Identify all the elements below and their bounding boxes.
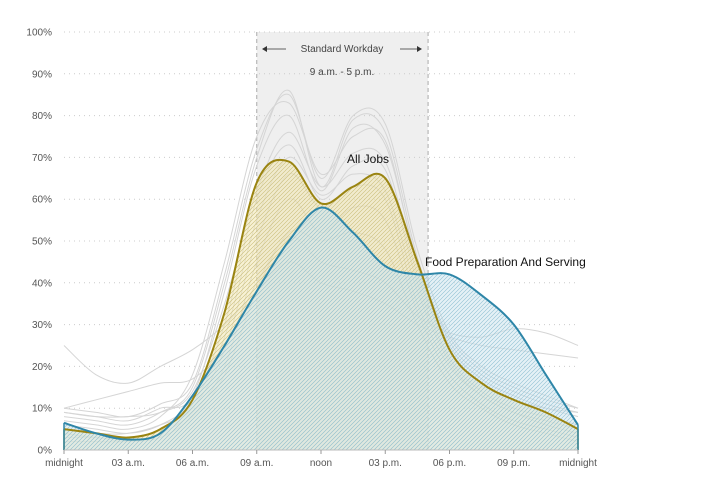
band-title: Standard Workday: [301, 44, 384, 55]
series-label-food-preparation: Food Preparation And Serving: [425, 255, 586, 269]
grid-lines: [64, 31, 578, 409]
x-tick-label: 03 p.m.: [369, 458, 402, 469]
y-tick-label: 30%: [32, 320, 52, 331]
y-tick-label: 50%: [32, 237, 52, 248]
y-tick-label: 100%: [26, 28, 52, 39]
series-label-all-jobs: All Jobs: [347, 152, 389, 166]
all-jobs-line: [63, 158, 579, 439]
food-preparation-line: [63, 206, 579, 441]
series-lines: [63, 158, 579, 450]
band-subtitle: 9 a.m. - 5 p.m.: [310, 67, 374, 78]
y-tick-label: 90%: [32, 69, 52, 80]
y-tick-label: 60%: [32, 195, 52, 206]
x-tick-label: 03 a.m.: [112, 458, 145, 469]
arrow-right-icon: [417, 46, 422, 52]
y-tick-label: 80%: [32, 111, 52, 122]
food-preparation-area-hatch: [64, 207, 578, 450]
y-tick-label: 40%: [32, 278, 52, 289]
x-tick-label: 09 a.m.: [240, 458, 273, 469]
y-tick-label: 0%: [38, 446, 53, 457]
x-tick-label: noon: [310, 458, 332, 469]
x-tick-label: midnight: [559, 458, 597, 469]
y-tick-label: 70%: [32, 153, 52, 164]
y-axis: 0% 10% 20% 30% 40% 50% 60% 70% 80% 90% 100%: [26, 28, 52, 457]
y-tick-label: 10%: [32, 404, 52, 415]
x-tick-label: 06 p.m.: [433, 458, 466, 469]
x-tick-label: midnight: [45, 458, 83, 469]
x-tick-label: 09 p.m.: [497, 458, 530, 469]
workday-band-header: Standard Workday 9 a.m. - 5 p.m.: [262, 44, 422, 78]
x-axis: midnight 03 a.m. 06 a.m. 09 a.m. noon 03 p.m.…: [45, 449, 597, 469]
x-tick-label: 06 a.m.: [176, 458, 209, 469]
series-areas: [64, 159, 578, 450]
y-tick-label: 20%: [32, 362, 52, 373]
arrow-left-icon: [262, 46, 267, 52]
